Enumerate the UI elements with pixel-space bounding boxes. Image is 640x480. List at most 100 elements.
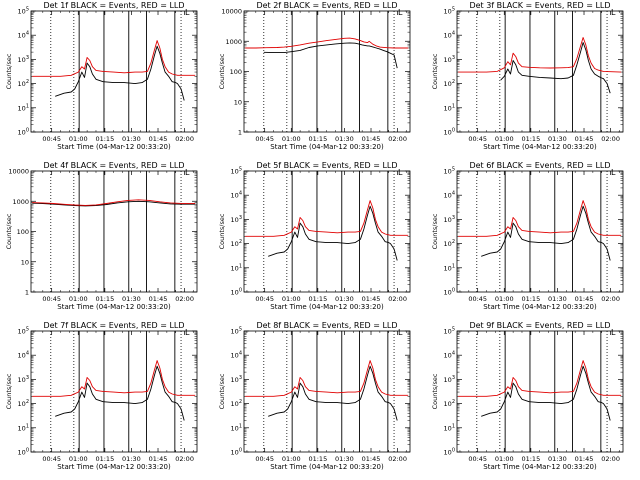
x-tick-label: 01:45	[149, 295, 168, 303]
x-tick-label: 00:45	[255, 295, 274, 303]
y-tick-label: 105	[18, 7, 29, 16]
series-line-lld	[32, 360, 196, 397]
y-tick-label: 105	[231, 167, 242, 176]
x-tick-label: 02:00	[388, 295, 407, 303]
x-tick-label: 00:45	[468, 455, 487, 463]
plot-frame	[456, 170, 624, 293]
y-tick-label: 103	[18, 55, 29, 64]
x-tick-label: 02:00	[388, 455, 407, 463]
series-line-lld	[32, 199, 196, 206]
y-tick-label: 1000	[225, 38, 242, 46]
y-tick-label: 102	[231, 399, 242, 408]
y-tick-label: 105	[444, 167, 455, 176]
x-tick-label: 00:45	[255, 135, 274, 143]
series-line-events	[32, 200, 196, 207]
x-tick-label: 02:00	[388, 135, 407, 143]
x-tick-label: 01:00	[69, 455, 88, 463]
x-tick-label: 01:45	[575, 455, 594, 463]
y-tick-label: 102	[18, 79, 29, 88]
y-tick-label: 103	[444, 55, 455, 64]
y-tick-label: 104	[231, 351, 242, 360]
x-tick-label: 01:15	[95, 295, 114, 303]
x-tick-label: 01:45	[149, 455, 168, 463]
y-axis-label: Counts/sec	[431, 213, 439, 249]
x-tick-label: 01:00	[495, 455, 514, 463]
y-tick-label: 102	[444, 399, 455, 408]
x-axis-label: Start Time (04-Mar-12 00:33:20)	[270, 463, 384, 471]
x-tick-label: 01:45	[575, 295, 594, 303]
x-tick-label: 02:00	[175, 455, 194, 463]
x-tick-label: 01:00	[282, 455, 301, 463]
chart-title: Det 4f BLACK = Events, RED = LLD	[43, 161, 184, 170]
plot-frame	[456, 10, 624, 133]
y-tick-label: 103	[444, 375, 455, 384]
series-line-lld	[458, 200, 622, 237]
y-tick-label: 102	[444, 239, 455, 248]
x-tick-label: 02:00	[175, 135, 194, 143]
y-axis-label: Counts/sec	[218, 53, 226, 89]
y-tick-label: 103	[231, 215, 242, 224]
x-tick-label: 01:00	[69, 295, 88, 303]
y-tick-label: 104	[231, 191, 242, 200]
corner-mark: L	[398, 328, 403, 337]
y-axis-label: Counts/sec	[431, 53, 439, 89]
y-tick-label: 100	[231, 448, 242, 457]
x-tick-label: 00:45	[255, 455, 274, 463]
y-tick-label: 103	[18, 375, 29, 384]
y-tick-label: 10000	[221, 8, 242, 16]
series-line-events	[268, 365, 398, 421]
x-tick-label: 01:45	[362, 455, 381, 463]
x-tick-label: 01:15	[521, 135, 540, 143]
y-tick-label: 101	[444, 103, 455, 112]
y-tick-label: 101	[231, 263, 242, 272]
plot-frame	[30, 170, 198, 293]
y-tick-label: 1	[25, 289, 29, 297]
y-tick-label: 105	[18, 327, 29, 336]
chart-title: Det 5f BLACK = Events, RED = LLD	[256, 161, 397, 170]
y-axis-label: Counts/sec	[218, 373, 226, 409]
x-tick-label: 01:15	[308, 295, 327, 303]
chart-title: Det 8f BLACK = Events, RED = LLD	[256, 321, 397, 330]
series-line-events	[481, 365, 611, 421]
y-tick-label: 10000	[8, 168, 29, 176]
x-tick-label: 01:15	[308, 135, 327, 143]
x-tick-label: 00:45	[468, 135, 487, 143]
x-tick-label: 01:30	[335, 455, 354, 463]
series-line-events	[263, 42, 398, 69]
x-axis-label: Start Time (04-Mar-12 00:33:20)	[483, 143, 597, 151]
corner-mark: L	[398, 168, 403, 177]
y-tick-label: 101	[444, 423, 455, 432]
x-tick-label: 01:30	[335, 135, 354, 143]
x-tick-label: 02:00	[601, 295, 620, 303]
y-tick-label: 104	[444, 191, 455, 200]
x-tick-label: 01:45	[149, 135, 168, 143]
x-tick-label: 01:15	[95, 135, 114, 143]
plot-frame	[243, 10, 411, 133]
series-line-lld	[245, 200, 409, 237]
y-tick-label: 105	[231, 327, 242, 336]
x-tick-label: 00:45	[42, 135, 61, 143]
series-line-lld	[245, 360, 409, 397]
y-tick-label: 1000	[12, 198, 29, 206]
y-axis-label: Counts/sec	[5, 213, 13, 249]
x-tick-label: 01:30	[548, 295, 567, 303]
x-tick-label: 01:00	[495, 135, 514, 143]
x-tick-label: 00:45	[42, 295, 61, 303]
y-tick-label: 102	[444, 79, 455, 88]
x-tick-label: 01:30	[122, 455, 141, 463]
series-line-lld	[245, 37, 409, 49]
series-line-lld	[458, 37, 622, 73]
x-tick-label: 01:00	[495, 295, 514, 303]
x-tick-label: 00:45	[468, 295, 487, 303]
x-axis-label: Start Time (04-Mar-12 00:33:20)	[57, 143, 171, 151]
x-axis-label: Start Time (04-Mar-12 00:33:20)	[483, 303, 597, 311]
series-line-events	[481, 205, 611, 261]
x-tick-label: 01:45	[575, 135, 594, 143]
x-tick-label: 01:30	[548, 135, 567, 143]
x-axis-label: Start Time (04-Mar-12 00:33:20)	[483, 463, 597, 471]
